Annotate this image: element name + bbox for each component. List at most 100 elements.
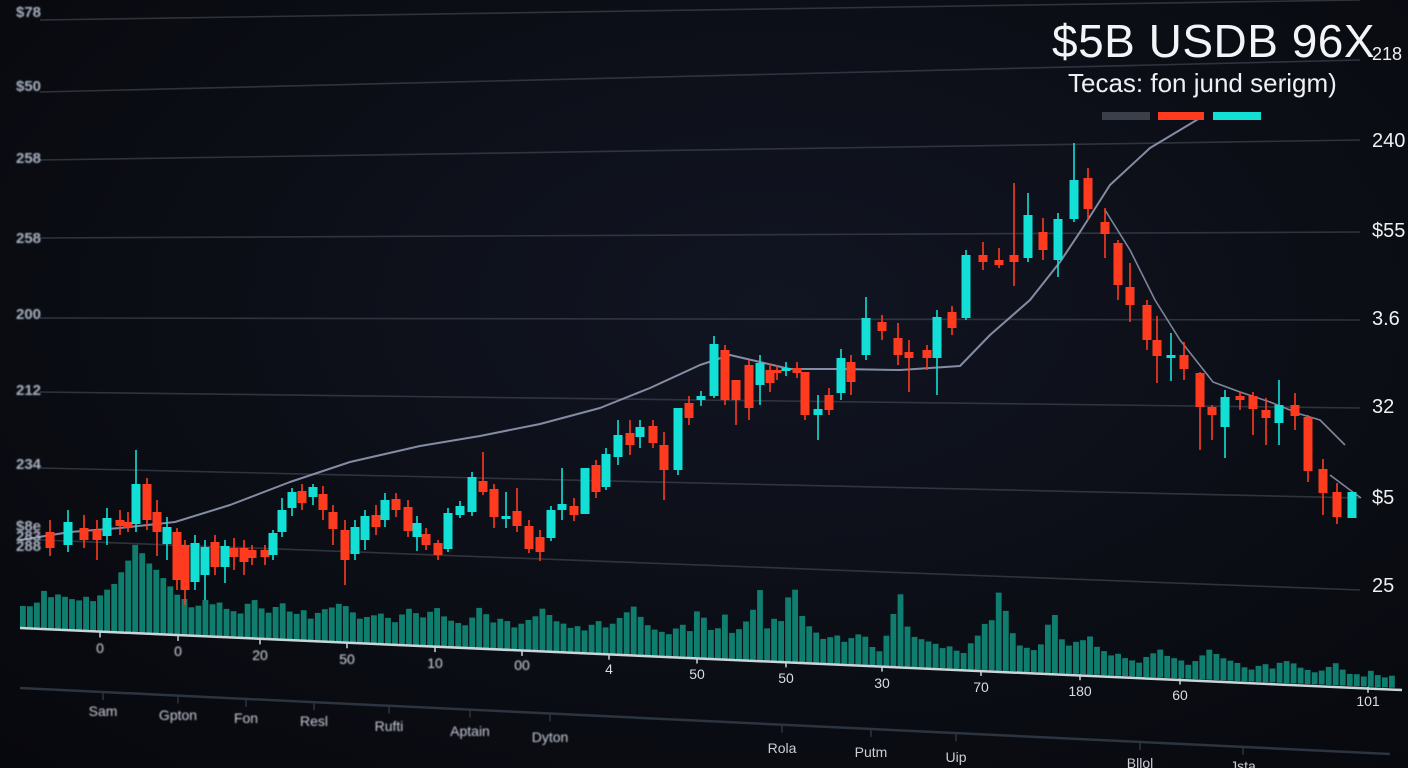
candle-down [328, 505, 338, 545]
right-y-label: $5 [1372, 487, 1395, 509]
candle-down [1113, 240, 1123, 300]
volume-bar [300, 610, 307, 641]
volume-bar [1129, 660, 1135, 677]
volume-bar [532, 616, 539, 651]
volume-bar [1045, 624, 1051, 673]
volume-bar [539, 608, 546, 651]
category-label: Fon [233, 710, 259, 726]
candle-down [893, 323, 903, 365]
volume-bar [553, 621, 560, 652]
volume-bar [595, 621, 602, 654]
right-y-label: 240 [1372, 130, 1406, 152]
volume-bar [1122, 658, 1128, 677]
volume-bar [350, 612, 356, 643]
volume-bar [848, 638, 855, 665]
volume-bar [1325, 666, 1332, 685]
volume-bar [139, 553, 146, 634]
volume-bar [1374, 675, 1381, 688]
candle-up [308, 484, 318, 505]
volume-bar [988, 620, 995, 671]
volume-bar [90, 601, 96, 632]
candle-up [467, 472, 477, 516]
volume-bar [637, 616, 644, 655]
candle-down [1009, 183, 1019, 286]
volume-bar [34, 602, 40, 629]
legend-swatch [1158, 112, 1204, 120]
grid-line [39, 539, 1361, 591]
volume-bar [27, 606, 33, 629]
volume-bar [371, 615, 377, 644]
candle-down [210, 535, 220, 575]
candle-down [765, 364, 775, 392]
candle-up [613, 420, 623, 465]
candle-up [861, 297, 871, 360]
volume-bar [209, 604, 216, 637]
candle-down [922, 345, 932, 370]
candle-down [180, 540, 190, 605]
volume-bar [385, 617, 391, 644]
volume-bar [167, 586, 174, 635]
candle-down [978, 242, 988, 270]
x-tick-label: 4 [605, 661, 613, 677]
volume-bar [392, 622, 398, 645]
volume-bar [357, 618, 363, 643]
candle-down [1125, 263, 1135, 322]
candle-down [1235, 392, 1245, 410]
x-tick-label: 101 [1356, 693, 1380, 709]
grid-line [39, 231, 1361, 239]
candle-up [131, 450, 141, 532]
volume-bar [1030, 650, 1037, 673]
volume-bar [321, 609, 328, 642]
volume-bar [574, 626, 581, 653]
volume-bar [97, 595, 103, 632]
candle-down [239, 540, 249, 575]
candle-down [1261, 398, 1271, 445]
volume-bar [939, 648, 946, 669]
candle-down [569, 498, 579, 521]
volume-bar [1360, 676, 1367, 687]
volume-bar [1227, 660, 1234, 681]
volume-bar [258, 608, 265, 639]
candle-up [1166, 333, 1176, 381]
candle-down [684, 396, 694, 425]
volume-bar [293, 613, 300, 640]
left-y-label: 283 [16, 528, 42, 545]
right-y-label: 3.6 [1372, 308, 1400, 330]
volume-bar [679, 624, 686, 657]
candle-down [403, 500, 413, 537]
volume-bar [658, 631, 665, 656]
category-label: Dyton [531, 729, 569, 745]
candle-down [421, 528, 431, 550]
candle-up [696, 391, 706, 406]
volume-bar [750, 609, 756, 660]
volume-bar [518, 623, 525, 650]
volume-bar [125, 560, 132, 633]
left-y-label: 288 [16, 538, 42, 555]
volume-bar [799, 616, 806, 662]
volume-histogram [20, 544, 1395, 688]
x-tick-label: 50 [778, 670, 794, 686]
volume-bar [1164, 655, 1171, 678]
volume-bar [743, 621, 749, 660]
grid-line [39, 0, 1361, 21]
candle-up [755, 355, 765, 405]
volume-bar [1346, 673, 1353, 686]
candle-up [781, 362, 791, 376]
volume-bar [932, 643, 939, 668]
volume-bar [307, 618, 314, 641]
candle-down [478, 452, 488, 495]
category-label: Gpton [158, 707, 198, 723]
left-y-label: 200 [16, 306, 42, 323]
volume-bar [567, 627, 574, 652]
category-axis-line [19, 686, 1391, 756]
volume-bar [708, 630, 714, 658]
volume-bar [279, 603, 286, 640]
category-label: Putm [854, 744, 888, 760]
candle-up [501, 492, 511, 528]
volume-bar [272, 607, 279, 639]
volume-bar [1108, 655, 1114, 676]
candle-up [1069, 143, 1079, 222]
volume-bar [1073, 641, 1079, 674]
volume-bar [265, 612, 272, 639]
